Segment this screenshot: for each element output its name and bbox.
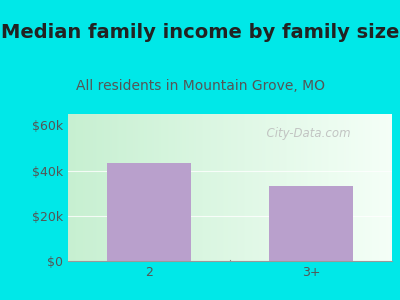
Bar: [269, 186, 353, 261]
Bar: [107, 163, 191, 261]
Text: Median family income by family size: Median family income by family size: [1, 23, 399, 42]
Text: City-Data.com: City-Data.com: [259, 127, 350, 140]
Text: All residents in Mountain Grove, MO: All residents in Mountain Grove, MO: [76, 79, 324, 93]
